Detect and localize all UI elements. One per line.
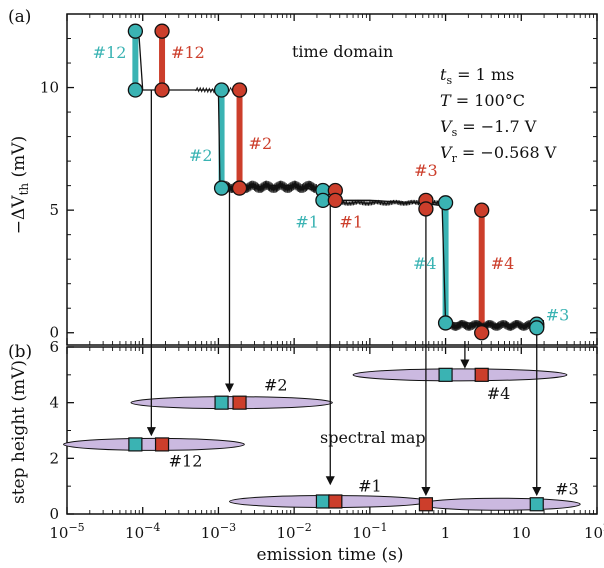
param-ts: ts = 1 ms <box>440 65 514 87</box>
trap-ellipse <box>130 396 333 410</box>
param-Vs: Vs = −1.7 V <box>440 117 537 139</box>
trap-point-cyan <box>128 437 143 452</box>
panel-a-ylabel: −ΔVth (mV) <box>9 136 31 234</box>
b-ytick-label: 6 <box>49 338 59 356</box>
b-xtick-label: 10−3 <box>201 521 236 542</box>
noise-band-4 <box>448 319 545 331</box>
trap-point-cyan <box>438 367 453 382</box>
parameters-block: ts = 1 ms T = 100°C Vs = −1.7 V Vr = −0.… <box>440 65 557 165</box>
panel-a-transition-labels: #12 #12 #2 #2 #1 #1 #4 #4 #3 #3 <box>93 43 570 324</box>
transition-circle-low <box>154 82 170 98</box>
transition-circle-high <box>437 195 454 211</box>
transition-label: #4 <box>413 254 437 273</box>
spectral-map-label: spectral map <box>320 428 426 447</box>
trap-label: #12 <box>169 451 203 470</box>
panel-b-ticks: 0 2 4 6 10−5 10−4 10−3 10−2 10−1 1 10 102 <box>49 338 604 542</box>
transition-label: #4 <box>491 254 515 273</box>
panel-b-ylabel: step height (mV) <box>9 360 29 504</box>
time-domain-label: time domain <box>292 42 393 61</box>
transition-circle-high <box>474 202 490 218</box>
transition-circle-low <box>327 192 343 208</box>
transition-circle-high <box>231 82 248 98</box>
b-xtick-label: 10−4 <box>125 521 160 542</box>
transition-circle-low <box>418 201 434 217</box>
trap-ellipse <box>63 437 245 451</box>
param-Vr: Vr = −0.568 V <box>440 143 557 165</box>
trap-point-cyan <box>214 395 229 410</box>
transition-label: #3 <box>414 161 438 180</box>
trap-point-red <box>232 395 247 410</box>
transition-label: #2 <box>189 146 213 165</box>
b-ytick-label: 0 <box>49 505 59 523</box>
a-ytick-label: 10 <box>40 79 59 97</box>
panel-b-label: (b) <box>8 342 32 362</box>
transition-circle-high <box>154 23 170 39</box>
trap-ellipse <box>418 497 581 511</box>
panel-b-trap-labels: #12 #2 #1 #4 #3 <box>169 376 579 499</box>
b-xtick-label: 10−1 <box>352 521 387 542</box>
transition-circle-high <box>213 82 230 98</box>
transition-label: #3 <box>546 305 570 324</box>
transition-circle-low <box>529 320 545 336</box>
transition-label: #1 <box>339 212 363 231</box>
transition-label: #12 <box>171 43 205 62</box>
panel-a-frame <box>66 13 598 346</box>
trap-label: #4 <box>487 384 511 403</box>
transition-label: #2 <box>249 134 273 153</box>
transition-label: #1 <box>295 212 319 231</box>
trap-point-red <box>154 437 170 452</box>
param-T: T = 100°C <box>440 91 525 110</box>
panel-a-ticks: 0 5 10 <box>40 14 598 345</box>
x-axis-label: emission time (s) <box>257 545 404 565</box>
b-xtick-label: 10 <box>512 524 531 542</box>
transition-circle-low <box>127 82 144 98</box>
trap-point-cyan <box>529 497 544 512</box>
trap-label: #1 <box>358 476 382 495</box>
trap-point-red <box>328 494 343 509</box>
trap-ellipse <box>352 368 568 382</box>
a-ytick-label: 0 <box>49 324 59 342</box>
b-ytick-label: 2 <box>49 449 59 467</box>
b-xtick-label: 10−5 <box>49 521 84 542</box>
trap-point-cyan <box>315 494 331 509</box>
transition-circle-low <box>213 180 230 196</box>
b-xtick-label: 10−2 <box>276 521 311 542</box>
trap-point-red <box>474 367 489 382</box>
transition-circle-low <box>231 180 248 196</box>
panel-a-transition-markers <box>127 23 545 341</box>
connector-arrows <box>146 90 542 497</box>
trap-label: #3 <box>555 479 579 498</box>
panel-b-points <box>128 367 544 512</box>
transition-label: #12 <box>93 43 127 62</box>
panel-a-label: (a) <box>8 7 31 27</box>
b-xtick-label: 1 <box>441 524 451 542</box>
transition-circle-low <box>474 325 490 341</box>
b-xtick-label: 102 <box>584 521 604 542</box>
trap-point-red <box>418 497 434 512</box>
b-ytick-label: 4 <box>49 394 59 412</box>
trap-label: #2 <box>264 376 288 395</box>
transition-circle-low <box>437 315 454 331</box>
a-ytick-label: 5 <box>49 201 59 219</box>
transition-circle-high <box>127 23 144 39</box>
